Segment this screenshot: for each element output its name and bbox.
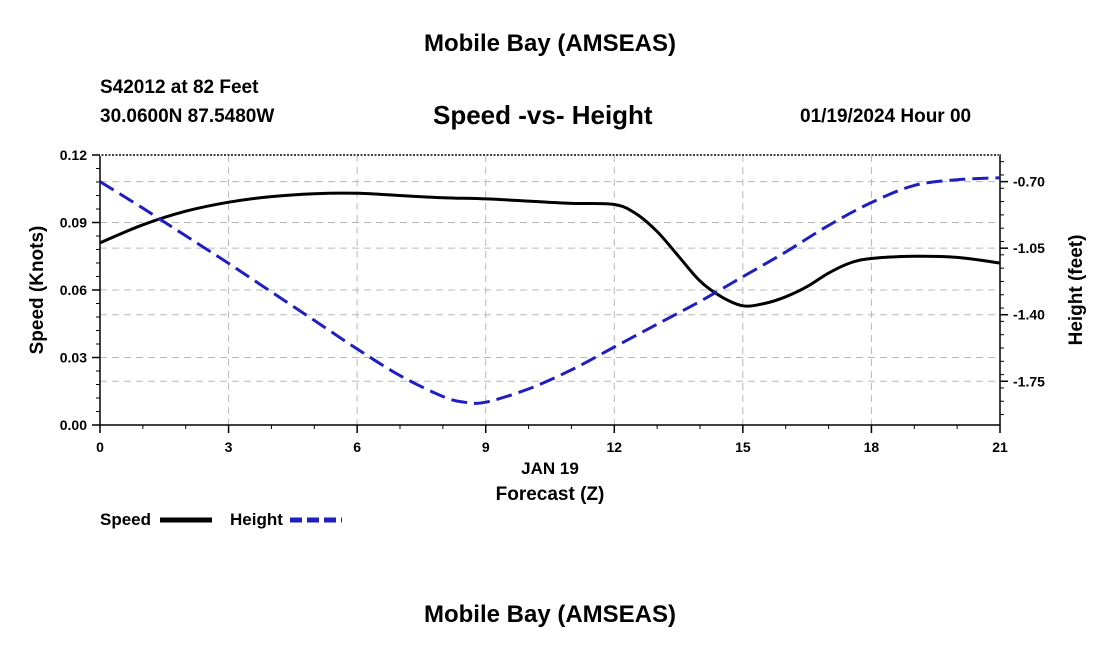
tick-labels: 0 3 6 9 12 15 18 21 0.00 0.03 0.06 0.09 0.12 -0.70 -1.… bbox=[60, 147, 1045, 455]
date-label: 01/19/2024 Hour 00 bbox=[800, 106, 972, 127]
x-tick-label: 6 bbox=[353, 439, 361, 455]
legend-speed-label: Speed bbox=[100, 510, 151, 529]
x-tick-label: 3 bbox=[225, 439, 233, 455]
chart-title-bottom: Mobile Bay (AMSEAS) bbox=[423, 601, 677, 628]
chart-title-top: Mobile Bay (AMSEAS) bbox=[423, 30, 677, 57]
y2-tick-label: -0.70 bbox=[1013, 174, 1045, 190]
y-tick-label: 0.09 bbox=[60, 215, 87, 231]
y-tick-label: 0.06 bbox=[60, 282, 87, 298]
grid-lines bbox=[100, 155, 1000, 425]
x-tick-label: 15 bbox=[735, 439, 751, 455]
coords-label: 30.0600N 87.5480W bbox=[100, 106, 275, 127]
series-line-speed bbox=[99, 191, 1001, 308]
tick-marks bbox=[92, 154, 1008, 433]
plot-title: Speed -vs- Height bbox=[433, 100, 653, 130]
y-axis-label: Speed (Knots) bbox=[27, 226, 48, 355]
station-label: S42012 at 82 Feet bbox=[100, 77, 259, 98]
x-tick-label: 21 bbox=[992, 439, 1008, 455]
y-tick-label: 0.12 bbox=[60, 147, 87, 163]
y2-tick-label: -1.05 bbox=[1013, 240, 1045, 256]
y-tick-label: 0.00 bbox=[60, 417, 87, 433]
legend-height-label: Height bbox=[230, 510, 283, 529]
x-tick-label: 9 bbox=[482, 439, 490, 455]
x-axis-label: Forecast (Z) bbox=[496, 484, 605, 505]
y2-axis-label: Height (feet) bbox=[1066, 235, 1087, 346]
x-tick-label: 0 bbox=[96, 439, 104, 455]
x-tick-label: 12 bbox=[606, 439, 622, 455]
series-line-height bbox=[99, 176, 1001, 405]
series-layer bbox=[99, 176, 1001, 405]
x-date-label: JAN 19 bbox=[521, 459, 579, 478]
y-tick-label: 0.03 bbox=[60, 350, 87, 366]
y2-tick-label: -1.75 bbox=[1013, 373, 1045, 389]
x-tick-label: 18 bbox=[864, 439, 880, 455]
y2-tick-label: -1.40 bbox=[1013, 307, 1045, 323]
